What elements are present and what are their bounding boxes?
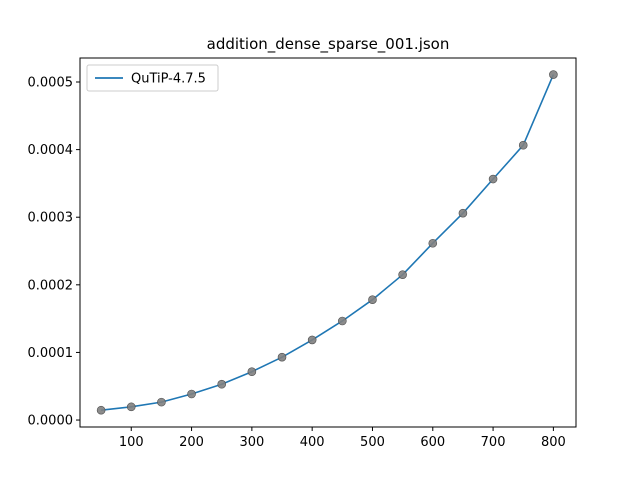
y-tick-label: 0.0000 [28, 414, 74, 429]
data-point [96, 405, 106, 415]
data-point [549, 70, 558, 79]
y-tick-label: 0.0005 [28, 76, 74, 91]
x-tick-label: 100 [119, 435, 144, 450]
data-point [398, 270, 407, 279]
x-tick-label: 200 [179, 435, 204, 450]
legend-label: QuTiP-4.7.5 [131, 72, 206, 87]
legend-box [86, 64, 219, 92]
data-point [488, 174, 498, 184]
data-point [307, 335, 317, 345]
x-tick-label: 500 [360, 435, 385, 450]
plot-area [96, 70, 558, 415]
axes: 100 200 300 400 500 600 700 800 0.0000 0.0001 0.00… [28, 57, 577, 450]
data-point [277, 352, 287, 362]
data-point [126, 402, 136, 412]
data-point [247, 367, 257, 376]
y-tick-label: 0.0003 [28, 211, 74, 226]
data-point [428, 238, 438, 248]
data-point [368, 295, 377, 304]
y-tick-label: 0.0004 [28, 143, 74, 158]
x-tick-label: 300 [239, 435, 264, 450]
y-tick-label: 0.0002 [28, 278, 74, 293]
x-tick-label: 700 [481, 435, 506, 450]
data-point [187, 389, 196, 399]
chart-title: addition_dense_sparse_001.json [207, 35, 450, 54]
data-point [217, 379, 227, 389]
y-tick-label: 0.0001 [28, 346, 74, 361]
series-line [101, 74, 555, 412]
legend: QuTiP-4.7.5 [86, 64, 219, 92]
x-tick-label: 600 [420, 435, 445, 450]
data-point [518, 140, 528, 150]
data-point [338, 316, 347, 326]
x-tick-label: 800 [541, 435, 566, 450]
data-point [458, 208, 468, 218]
x-tick-label: 400 [300, 435, 325, 450]
axes-frame [79, 57, 577, 428]
data-point [157, 397, 166, 407]
